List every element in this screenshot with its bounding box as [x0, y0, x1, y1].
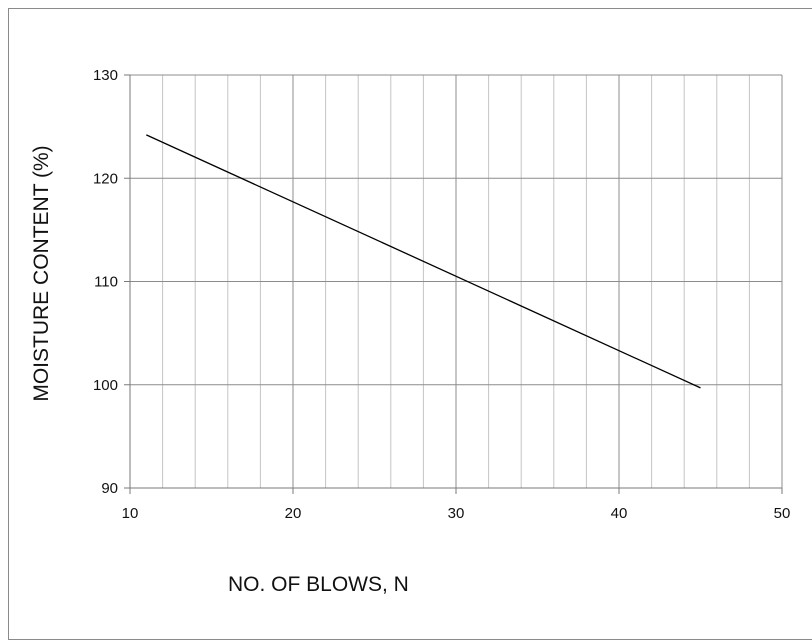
x-tick-label: 50 — [774, 505, 791, 522]
y-tick-label: 130 — [93, 67, 118, 84]
y-tick-label: 110 — [94, 274, 118, 291]
x-axis-title: NO. OF BLOWS, N — [228, 573, 409, 596]
y-tick-label: 90 — [101, 480, 118, 497]
x-tick-label: 30 — [448, 505, 465, 522]
series-line — [146, 134, 701, 389]
x-tick-label: 40 — [611, 505, 628, 522]
x-tick-label: 10 — [122, 505, 139, 522]
y-axis-title: MOISTURE CONTENT (%) — [30, 145, 53, 401]
x-tick-label: 20 — [285, 505, 302, 522]
series — [146, 134, 701, 389]
grid — [130, 74, 783, 488]
y-tick-label: 100 — [93, 377, 118, 394]
axes — [124, 74, 783, 494]
tick-labels: 90 100 110 120 130 10 20 30 40 50 — [93, 67, 790, 522]
y-tick-label: 120 — [93, 170, 118, 187]
chart-frame — [8, 8, 812, 640]
